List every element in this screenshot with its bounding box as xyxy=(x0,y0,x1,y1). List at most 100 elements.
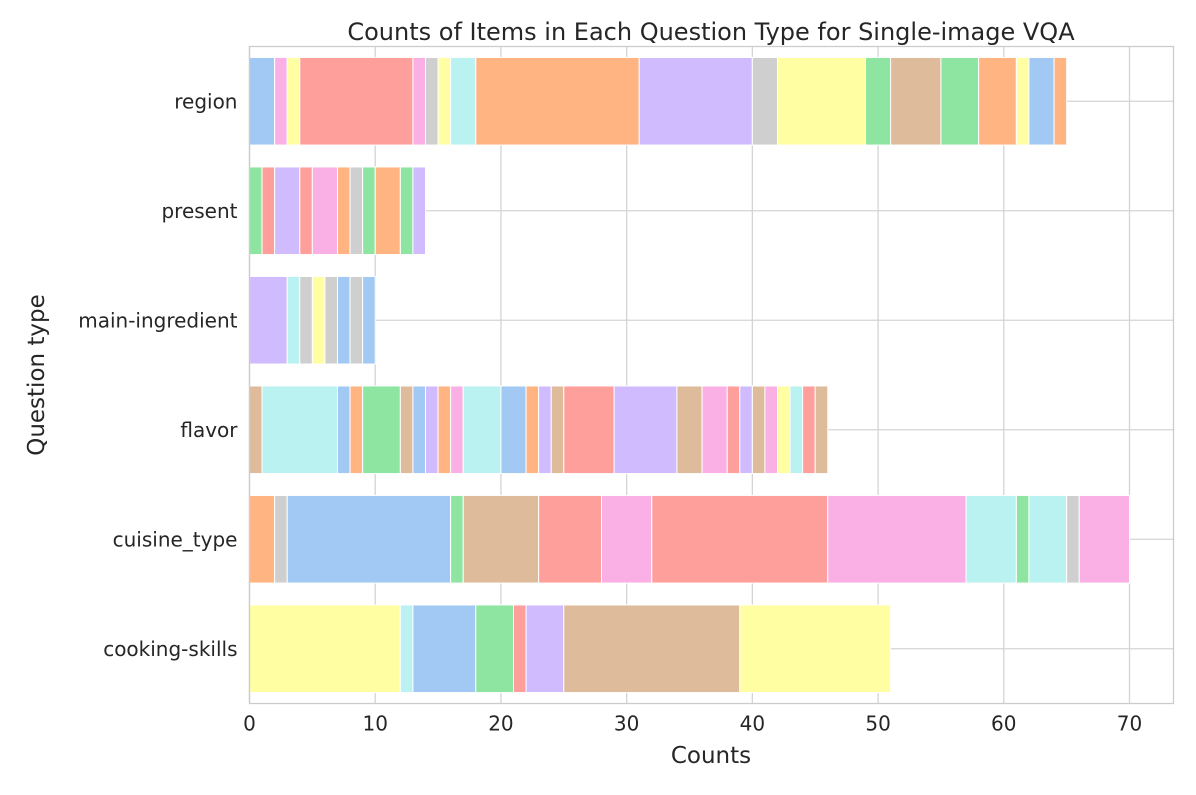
bar-segment xyxy=(450,56,477,146)
bar-segment xyxy=(726,385,741,475)
bar-segment xyxy=(751,56,778,146)
x-tick-label: 50 xyxy=(865,712,890,736)
bar-segment xyxy=(525,604,565,694)
bar-segment xyxy=(789,385,804,475)
bar-segment xyxy=(751,385,766,475)
bar-segment xyxy=(299,166,313,256)
x-tick-label: 70 xyxy=(1117,712,1142,736)
bar-segment xyxy=(865,56,892,146)
bar-segment xyxy=(337,385,351,475)
bar-segment xyxy=(1015,494,1030,584)
bar-segment xyxy=(475,604,514,694)
bar-segment xyxy=(890,56,942,146)
bar-segment xyxy=(940,56,980,146)
bar-segment xyxy=(525,385,540,475)
bar-segment xyxy=(739,385,753,475)
y-tick-label: main-ingredient xyxy=(78,308,237,332)
bar-segment xyxy=(701,385,728,475)
bar-segment xyxy=(978,56,1017,146)
bar-segment xyxy=(249,166,263,256)
bar-segment xyxy=(1066,494,1080,584)
bar-segment xyxy=(462,494,540,584)
bar-segment xyxy=(349,385,364,475)
bar-segment xyxy=(965,494,1017,584)
bar-segment xyxy=(450,494,464,584)
bar-segment xyxy=(412,56,426,146)
bar-segment xyxy=(362,385,401,475)
x-tick-label: 60 xyxy=(991,712,1016,736)
chart-title: Counts of Items in Each Question Type fo… xyxy=(347,18,1075,46)
bar-segment xyxy=(777,385,791,475)
bar-segment xyxy=(1028,494,1068,584)
bar-segment xyxy=(274,166,301,256)
y-tick-label: cuisine_type xyxy=(113,527,238,551)
bar-segment xyxy=(311,275,326,365)
bar-segment xyxy=(827,494,967,584)
bar-segment xyxy=(249,275,288,365)
bar-segment xyxy=(601,494,653,584)
bar-segment xyxy=(324,275,338,365)
x-tick-label: 40 xyxy=(740,712,765,736)
bar-segment xyxy=(412,385,426,475)
bar-segment xyxy=(399,604,414,694)
bar-segment xyxy=(638,56,753,146)
bar-segment xyxy=(374,166,401,256)
bar-segment xyxy=(286,56,301,146)
bar-segment xyxy=(1028,56,1055,146)
bar-segment xyxy=(802,385,816,475)
bar-segment xyxy=(337,275,351,365)
y-tick-label: flavor xyxy=(180,418,238,442)
bar-segment xyxy=(299,56,414,146)
bar-segment xyxy=(249,494,276,584)
bar-segment xyxy=(249,604,401,694)
bar-segment xyxy=(362,275,376,365)
x-tick-label: 30 xyxy=(614,712,639,736)
bar-segment xyxy=(462,385,502,475)
bar-segment xyxy=(299,275,313,365)
bar-segment xyxy=(651,494,829,584)
bar-segment xyxy=(500,385,527,475)
bar-segment xyxy=(550,385,565,475)
y-tick-label: region xyxy=(174,89,237,113)
x-tick-label: 10 xyxy=(362,712,387,736)
bar-segment xyxy=(274,494,288,584)
bar-segment xyxy=(1078,494,1130,584)
bar-segment xyxy=(425,385,439,475)
bar-segment xyxy=(261,166,276,256)
plot-frame xyxy=(248,45,1175,705)
bar-segment xyxy=(412,166,426,256)
bar-segment xyxy=(274,56,288,146)
y-axis-label: Question type xyxy=(24,294,50,456)
bar-segment xyxy=(337,166,351,256)
bar-segment xyxy=(437,385,452,475)
bar-segment xyxy=(286,494,452,584)
bar-segment xyxy=(450,385,464,475)
bar-segment xyxy=(412,604,477,694)
bar-segment xyxy=(613,385,678,475)
y-tick-label: present xyxy=(161,199,237,223)
bar-segment xyxy=(739,604,892,694)
x-tick-label: 0 xyxy=(243,712,256,736)
bar-segment xyxy=(1015,56,1030,146)
bar-segment xyxy=(563,385,615,475)
bar-segment xyxy=(538,494,603,584)
tick-labels: 0 10 20 30 40 50 60 70 region present main-ingredi… xyxy=(78,89,1142,735)
bar-segment xyxy=(475,56,640,146)
bar-segment xyxy=(1053,56,1068,146)
bar-segment xyxy=(563,604,741,694)
bar-segment xyxy=(814,385,829,475)
bar-segment xyxy=(286,275,301,365)
bar-segment xyxy=(676,385,703,475)
y-tick-label: cooking-skills xyxy=(103,637,237,661)
bar-segment xyxy=(538,385,552,475)
bar-segment xyxy=(777,56,866,146)
bar-segment xyxy=(764,385,779,475)
bar-segment xyxy=(437,56,452,146)
bar-segment xyxy=(249,56,276,146)
x-tick-label: 20 xyxy=(488,712,513,736)
bar-segment xyxy=(311,166,339,256)
bars xyxy=(249,56,1130,694)
bar-segment xyxy=(425,56,439,146)
x-axis-label: Counts xyxy=(671,743,751,769)
